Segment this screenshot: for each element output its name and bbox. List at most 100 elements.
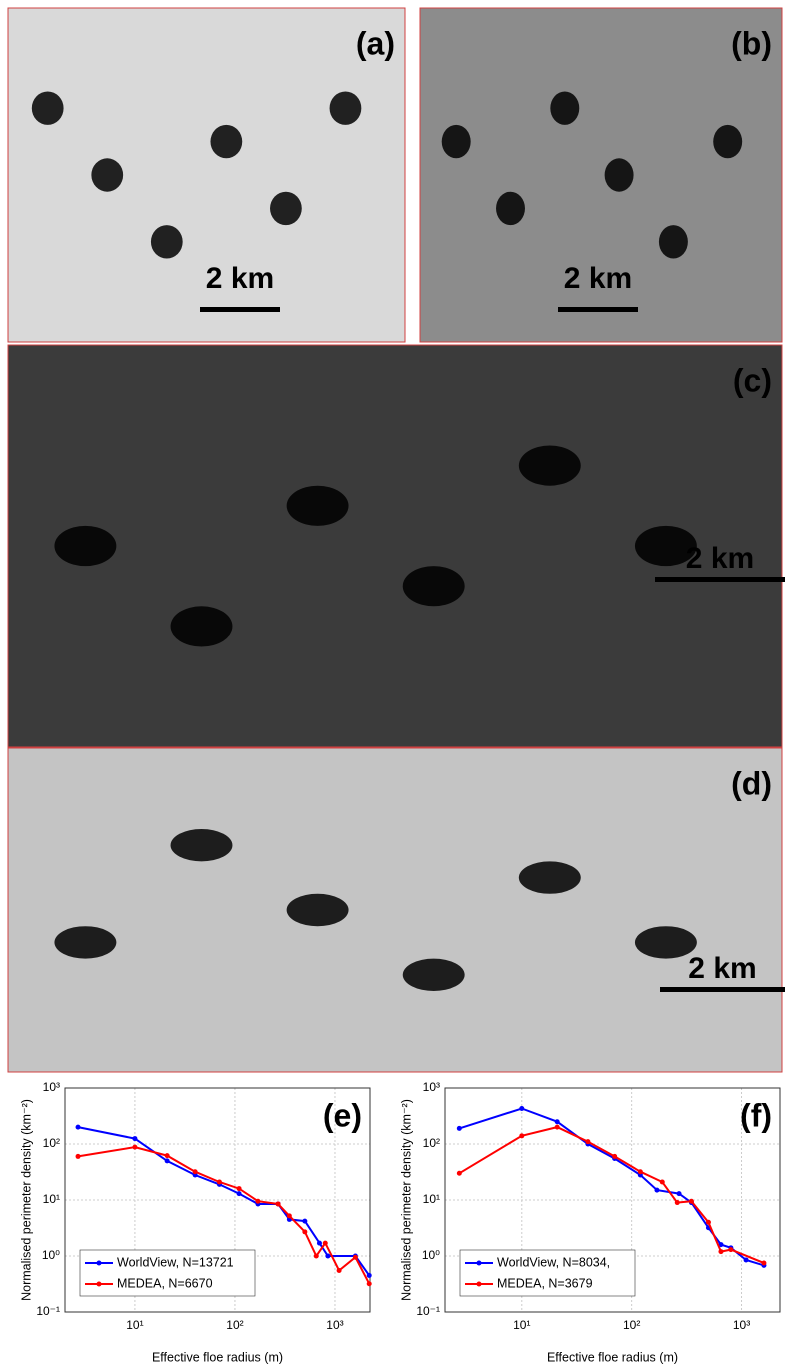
data-point (366, 1281, 372, 1287)
open-water (518, 445, 581, 486)
data-point (554, 1124, 560, 1130)
open-water (54, 926, 117, 959)
data-point (654, 1187, 660, 1193)
open-water (658, 225, 688, 259)
data-point (519, 1106, 525, 1112)
series-line (77, 1126, 371, 1276)
y-tick-label: 10³ (423, 1080, 440, 1094)
open-water (634, 926, 697, 959)
x-tick-label: 10³ (326, 1318, 343, 1332)
scale-bar-label: 2 km (564, 262, 632, 295)
data-point (75, 1124, 81, 1130)
x-tick-label: 10² (623, 1318, 640, 1332)
panel-label: (b) (731, 25, 772, 61)
y-tick-label: 10³ (43, 1080, 60, 1094)
x-axis-label: Effective floe radius (m) (152, 1350, 283, 1364)
open-water (518, 861, 581, 894)
legend-label: WorldView, N=8034, (497, 1255, 610, 1269)
data-point (286, 1213, 292, 1219)
data-point (132, 1144, 138, 1150)
data-point (519, 1133, 525, 1139)
data-point (676, 1191, 682, 1197)
axes-frame (64, 1087, 371, 1313)
x-axis-label: Effective floe radius (m) (547, 1350, 678, 1364)
image-panel (7, 747, 783, 1073)
y-tick-label: 10⁻¹ (416, 1304, 440, 1318)
data-point (316, 1240, 322, 1246)
data-point (164, 1158, 170, 1164)
data-point (275, 1201, 281, 1207)
scale-bar (655, 577, 785, 582)
data-point (75, 1153, 81, 1159)
axes-frame (444, 1087, 781, 1313)
y-tick-label: 10¹ (43, 1192, 60, 1206)
data-point (637, 1169, 643, 1175)
legend-marker (96, 1260, 102, 1266)
data-point (325, 1253, 331, 1259)
y-tick-label: 10⁻¹ (36, 1304, 60, 1318)
data-point (192, 1169, 198, 1175)
legend-label: WorldView, N=13721 (117, 1255, 234, 1269)
image-panel (7, 7, 406, 343)
open-water (604, 158, 634, 192)
legend-marker (96, 1281, 102, 1287)
open-water (550, 91, 580, 125)
data-point (674, 1200, 680, 1206)
data-point (164, 1153, 170, 1159)
y-axis-label: Normalised perimeter density (km⁻²) (399, 1099, 413, 1301)
legend-box (459, 1249, 636, 1297)
data-point (743, 1257, 749, 1263)
image-panel (419, 7, 783, 343)
panel-label: (a) (356, 25, 395, 61)
legend-marker (476, 1281, 482, 1287)
open-water (286, 485, 349, 526)
scale-bar (558, 307, 638, 312)
open-water (170, 829, 233, 862)
open-water (150, 225, 183, 259)
y-tick-label: 10⁰ (42, 1248, 60, 1262)
data-point (456, 1125, 462, 1131)
data-point (456, 1170, 462, 1176)
open-water (54, 525, 117, 567)
data-point (352, 1254, 358, 1260)
scale-bar-label: 2 km (686, 542, 754, 575)
scale-bar (200, 307, 280, 312)
data-point (236, 1186, 242, 1192)
open-water (402, 958, 465, 991)
scale-bar-label: 2 km (688, 952, 756, 985)
legend-marker (476, 1260, 482, 1266)
x-tick-label: 10² (226, 1318, 243, 1332)
open-water (496, 191, 525, 226)
data-point (302, 1218, 308, 1224)
open-water (91, 158, 124, 192)
data-point (366, 1272, 372, 1278)
open-water (634, 525, 697, 567)
scale-bar (660, 987, 785, 992)
data-point (659, 1179, 665, 1185)
legend-box (79, 1249, 256, 1297)
data-point (132, 1136, 138, 1142)
y-tick-label: 10² (43, 1136, 60, 1150)
data-point (612, 1153, 618, 1159)
open-water (270, 191, 302, 226)
data-point (718, 1249, 724, 1255)
data-point (302, 1229, 308, 1235)
scale-bar-label: 2 km (206, 262, 274, 295)
x-tick-label: 10¹ (126, 1318, 143, 1332)
open-water (713, 124, 743, 159)
data-point (705, 1219, 711, 1225)
data-point (718, 1242, 724, 1248)
legend-label: MEDEA, N=3679 (497, 1276, 593, 1290)
data-point (255, 1198, 261, 1204)
data-point (216, 1179, 222, 1185)
panel-label: (c) (733, 362, 772, 398)
data-point (585, 1139, 591, 1145)
y-tick-label: 10⁰ (422, 1248, 440, 1262)
data-point (728, 1247, 734, 1253)
data-point (336, 1268, 342, 1274)
panel-label: (d) (731, 765, 772, 801)
data-point (761, 1260, 767, 1266)
open-water (170, 606, 233, 647)
open-water (402, 566, 465, 607)
